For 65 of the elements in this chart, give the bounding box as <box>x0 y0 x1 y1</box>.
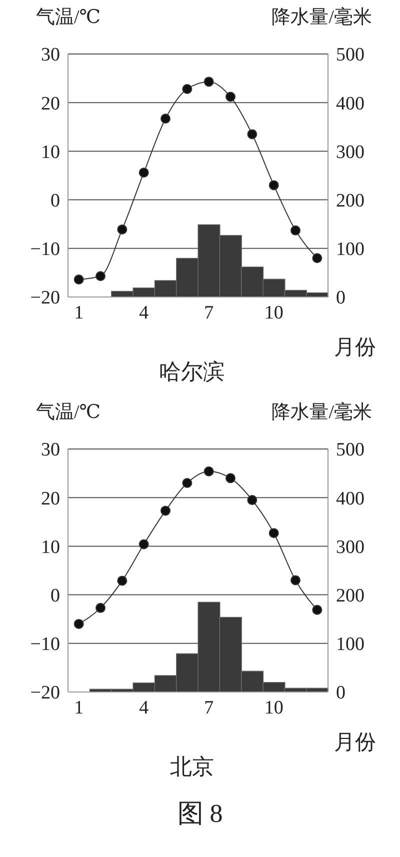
point <box>74 618 84 629</box>
y-tick-label: −10 <box>30 634 60 656</box>
y-tick-label: 30 <box>41 440 60 461</box>
x-tick-label: 4 <box>139 697 150 718</box>
y2-tick-label: 100 <box>336 239 364 260</box>
y-tick-label: 10 <box>41 142 60 163</box>
y2-tick-label: 300 <box>336 142 364 163</box>
y-tick-label: 10 <box>41 536 60 558</box>
point <box>96 271 106 282</box>
y-tick-label: 0 <box>50 586 60 607</box>
point <box>226 473 236 484</box>
y2-axis-title: 降水量/毫米 <box>272 400 372 425</box>
point <box>226 92 236 102</box>
point <box>312 253 322 264</box>
point <box>182 478 192 488</box>
x-axis-title: 月份 <box>334 729 376 756</box>
point <box>138 168 149 178</box>
x-axis-title: 月份 <box>334 334 376 361</box>
y2-tick-label: 400 <box>336 93 364 114</box>
point <box>117 576 128 586</box>
point <box>182 84 192 94</box>
y2-tick-label: 0 <box>336 288 346 309</box>
y2-tick-label: 200 <box>336 190 364 212</box>
x-tick-label: 1 <box>74 697 84 718</box>
y-tick-label: 20 <box>41 488 60 510</box>
y-tick-label: 30 <box>41 44 60 66</box>
caption: 图 8 <box>176 798 224 830</box>
point <box>268 528 279 538</box>
point <box>74 274 84 285</box>
y2-tick-label: 500 <box>336 44 364 66</box>
x-tick-label: 7 <box>204 302 214 324</box>
point <box>204 466 214 476</box>
y2-tick-label: 100 <box>336 634 364 656</box>
y-tick-label: −20 <box>30 288 60 309</box>
x-tick-label: 10 <box>264 697 284 718</box>
y-tick-label: −10 <box>30 239 60 260</box>
x-tick-label: 4 <box>139 302 150 324</box>
point <box>160 114 170 124</box>
point <box>247 495 258 506</box>
point <box>312 604 322 615</box>
point <box>96 602 106 613</box>
text: 北京 <box>170 754 214 779</box>
x-tick-label: 10 <box>264 302 284 324</box>
point <box>138 539 149 550</box>
y2-tick-label: 500 <box>336 440 364 461</box>
x-tick-label: 1 <box>74 302 84 324</box>
point <box>268 180 279 190</box>
y-tick-label: −20 <box>30 682 60 704</box>
point <box>204 76 214 87</box>
point <box>290 225 300 236</box>
y2-tick-label: 200 <box>336 586 364 607</box>
y2-tick-label: 0 <box>336 682 346 704</box>
y-tick-label: 0 <box>50 190 60 212</box>
y-axis-title: 气温/℃ <box>36 6 101 30</box>
y2-tick-label: 400 <box>336 488 364 510</box>
y-tick-label: 20 <box>41 93 60 114</box>
y2-tick-label: 300 <box>336 536 364 558</box>
point <box>117 224 128 234</box>
point <box>290 575 300 586</box>
y2-axis-title: 降水量/毫米 <box>272 6 372 30</box>
y-axis-title: 气温/℃ <box>36 401 101 425</box>
x-tick-label: 7 <box>204 697 214 718</box>
point <box>160 506 170 516</box>
text: 哈尔滨 <box>159 359 225 384</box>
point <box>247 129 258 140</box>
